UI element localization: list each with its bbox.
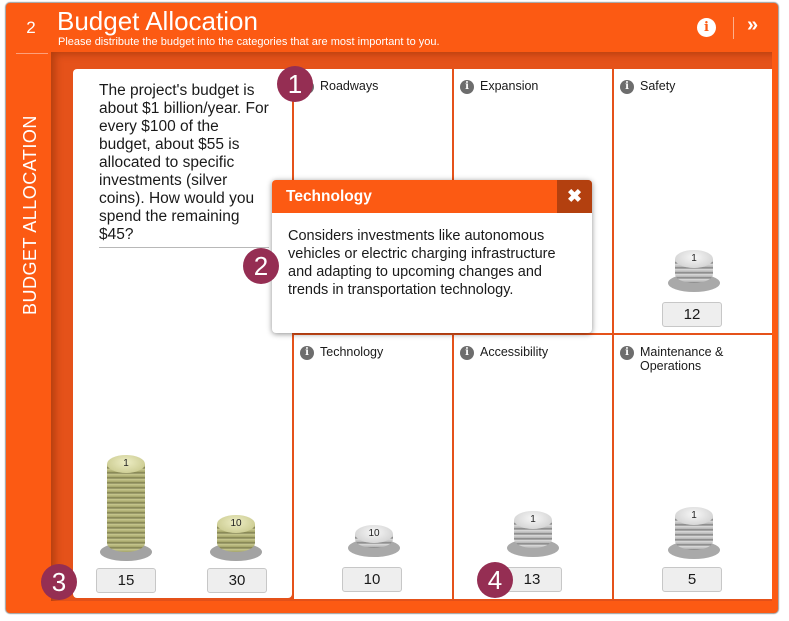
info-icon[interactable]: i	[460, 346, 474, 360]
coin-face: 1	[675, 507, 713, 525]
category-technology[interactable]: i Technology 10 10	[294, 335, 452, 599]
popup-title: Technology	[286, 188, 372, 205]
coin-face: 1	[514, 511, 552, 529]
step-divider	[16, 53, 48, 54]
category-value[interactable]: 5	[662, 567, 722, 592]
page-subtitle: Please distribute the budget into the ca…	[58, 36, 440, 48]
close-icon[interactable]: ✖	[557, 180, 592, 213]
step-number: 2	[26, 18, 36, 37]
coin-bank-card: The project's budget is about $1 billion…	[73, 69, 292, 598]
popup-body: Considers investments like autonomous ve…	[288, 228, 556, 298]
callout-badge-4: 4	[477, 562, 513, 598]
info-icon[interactable]: i	[460, 80, 474, 94]
coin-face: 1	[675, 250, 713, 268]
callout-badge-1: 1	[277, 66, 313, 102]
sidebar-vertical-label: BUDGET ALLOCATION	[20, 115, 40, 315]
category-accessibility[interactable]: i Accessibility 1 13	[454, 335, 612, 599]
coin-face: 10	[217, 515, 255, 533]
category-safety[interactable]: i Safety 1 12	[614, 69, 772, 333]
gold-coin-stack-10[interactable]: 10	[210, 515, 262, 561]
info-icon[interactable]: i	[620, 80, 634, 94]
header-separator	[733, 17, 734, 39]
silver-coin-stack[interactable]: 1	[668, 250, 720, 292]
bank-value-tens[interactable]: 30	[207, 568, 267, 593]
silver-coin-stack[interactable]: 1	[668, 507, 720, 559]
category-title: Safety	[640, 79, 676, 93]
category-value[interactable]: 10	[342, 567, 402, 592]
info-icon[interactable]: i	[300, 346, 314, 360]
silver-coin-stack[interactable]: 10	[348, 525, 400, 557]
silver-coin-stack[interactable]: 1	[507, 511, 559, 557]
gold-coin-stack-1[interactable]: 1	[100, 455, 152, 561]
intro-text: The project's budget is about $1 billion…	[99, 82, 269, 248]
category-title: Roadways	[320, 79, 379, 93]
stack-body	[107, 464, 145, 552]
next-chevron-icon[interactable]: »	[747, 14, 758, 36]
page-title: Budget Allocation	[57, 6, 258, 36]
category-title: Maintenance & Operations	[640, 345, 724, 373]
callout-badge-2: 2	[243, 248, 279, 284]
coin-face: 10	[355, 525, 393, 543]
info-icon[interactable]: i	[620, 346, 634, 360]
category-title: Accessibility	[480, 345, 549, 359]
category-value[interactable]: 12	[662, 302, 722, 327]
category-maintenance-operations[interactable]: i Maintenance & Operations 1 5	[614, 335, 772, 599]
coin-face: 1	[107, 455, 145, 473]
category-title: Technology	[320, 345, 384, 359]
bank-value-ones[interactable]: 15	[96, 568, 156, 593]
category-title: Expansion	[480, 79, 539, 93]
info-icon[interactable]: i	[697, 18, 716, 37]
category-info-popup: Technology ✖ Considers investments like …	[272, 180, 592, 333]
callout-badge-3: 3	[41, 564, 77, 600]
